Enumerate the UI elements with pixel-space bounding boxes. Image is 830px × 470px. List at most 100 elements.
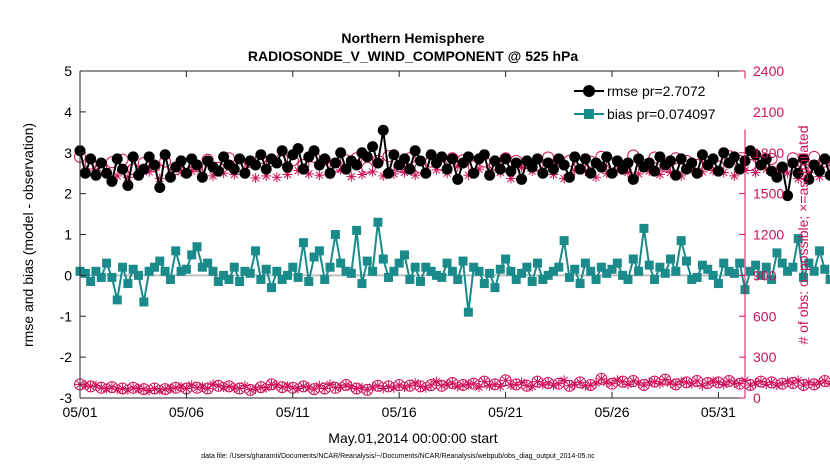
y-left-tick-label: -2: [60, 349, 73, 365]
rmse-point: [446, 153, 458, 165]
rmse-point: [547, 163, 559, 175]
obs-possible-point: [659, 373, 672, 386]
rmse-point: [414, 155, 426, 167]
obs-assimilated-point: [596, 373, 607, 384]
asterisk-stroke: [395, 381, 404, 389]
bias-point: [346, 268, 356, 278]
obs-assimilated-point: [660, 374, 671, 385]
bias-point: [570, 264, 580, 274]
obs-assimilated-point: [314, 170, 325, 181]
bias-point: [304, 277, 314, 287]
obs-assimilated-point: [553, 378, 564, 389]
bias-point: [320, 274, 330, 284]
y-left-tick-label: 3: [64, 145, 72, 161]
asterisk-stroke: [661, 375, 670, 384]
bias-point: [756, 270, 766, 280]
bias-point: [501, 254, 511, 264]
asterisk-stroke: [469, 379, 478, 388]
asterisk-stroke: [304, 170, 313, 178]
bias-point: [564, 272, 574, 282]
rmse-point: [377, 124, 389, 136]
bias-point: [634, 266, 644, 276]
obs-assimilated-point: [319, 383, 330, 394]
bias-point: [533, 258, 543, 268]
rmse-point: [691, 167, 703, 179]
rmse-point: [175, 155, 187, 167]
bias-point: [485, 268, 495, 278]
bias-point: [197, 262, 207, 272]
bias-point: [586, 266, 596, 276]
bias-point: [384, 272, 394, 282]
rmse-point: [420, 167, 432, 179]
chart-title: Northern Hemisphere: [341, 30, 484, 46]
legend-rmse-label: rmse pr=2.7072: [607, 83, 706, 99]
bias-point: [298, 238, 308, 248]
y-right-tick-label: 2400: [753, 63, 784, 79]
asterisk-stroke: [411, 379, 420, 387]
bias-point: [160, 266, 170, 276]
rmse-point: [180, 167, 192, 179]
rmse-point: [462, 151, 474, 163]
bias-point: [362, 256, 372, 266]
series-4: [74, 372, 830, 396]
rmse-point: [712, 165, 724, 177]
y-right-tick-label: 1200: [753, 227, 784, 243]
plot-area: [74, 124, 830, 396]
asterisk-stroke: [565, 381, 574, 390]
bias-point: [596, 262, 606, 272]
rmse-point: [106, 175, 118, 187]
rmse-point: [308, 145, 320, 157]
asterisk-stroke: [693, 377, 701, 385]
bias-point: [171, 246, 181, 256]
rmse-point: [255, 149, 267, 161]
bias-point: [458, 256, 468, 266]
asterisk-stroke: [448, 379, 457, 387]
obs-assimilated-point: [521, 380, 532, 391]
asterisk-stroke: [374, 381, 382, 390]
bias-point: [666, 254, 676, 264]
rmse-point: [361, 151, 373, 163]
obs-possible-point: [584, 379, 597, 392]
rmse-point: [276, 145, 288, 157]
bias-point: [96, 272, 106, 282]
bias-point: [559, 236, 569, 246]
rmse-point: [824, 169, 830, 181]
rmse-point: [329, 157, 341, 169]
obs-assimilated-point: [117, 383, 128, 394]
obs-assimilated-point: [607, 378, 617, 389]
asterisk-stroke: [384, 382, 393, 391]
asterisk-stroke: [272, 173, 281, 182]
rmse-point: [218, 151, 230, 163]
bias-point: [213, 277, 223, 287]
asterisk-stroke: [86, 382, 95, 391]
obs-possible-point: [520, 379, 533, 392]
bias-point: [453, 274, 463, 284]
rmse-point: [324, 167, 336, 179]
obs-assimilated-point: [787, 378, 798, 388]
rmse-point: [569, 151, 581, 163]
bias-point: [735, 258, 745, 268]
asterisk-stroke: [597, 375, 606, 383]
obs-assimilated-point: [330, 382, 341, 393]
rmse-point: [670, 169, 682, 181]
asterisk-stroke: [203, 384, 212, 393]
data-file-footnote: data file: /Users/gharamti/Documents/NCA…: [201, 453, 595, 460]
rmse-point: [595, 161, 607, 173]
obs-assimilated-point: [85, 381, 96, 392]
obs-assimilated-point: [255, 382, 266, 393]
bias-point: [80, 268, 90, 278]
bias-point: [527, 277, 537, 287]
asterisk-stroke: [278, 383, 287, 391]
asterisk-stroke: [783, 169, 792, 178]
rmse-point: [776, 161, 788, 173]
y-left-tick-label: -1: [60, 308, 73, 324]
rmse-point: [159, 149, 171, 161]
bias-point: [426, 266, 436, 276]
rmse-point: [750, 149, 762, 161]
rmse-point: [101, 167, 113, 179]
bias-point: [341, 266, 351, 276]
bias-point: [272, 266, 282, 276]
y-axis-left-label: rmse and bias (model - observation): [20, 123, 36, 347]
rmse-point: [627, 173, 639, 185]
bias-point: [267, 283, 277, 293]
